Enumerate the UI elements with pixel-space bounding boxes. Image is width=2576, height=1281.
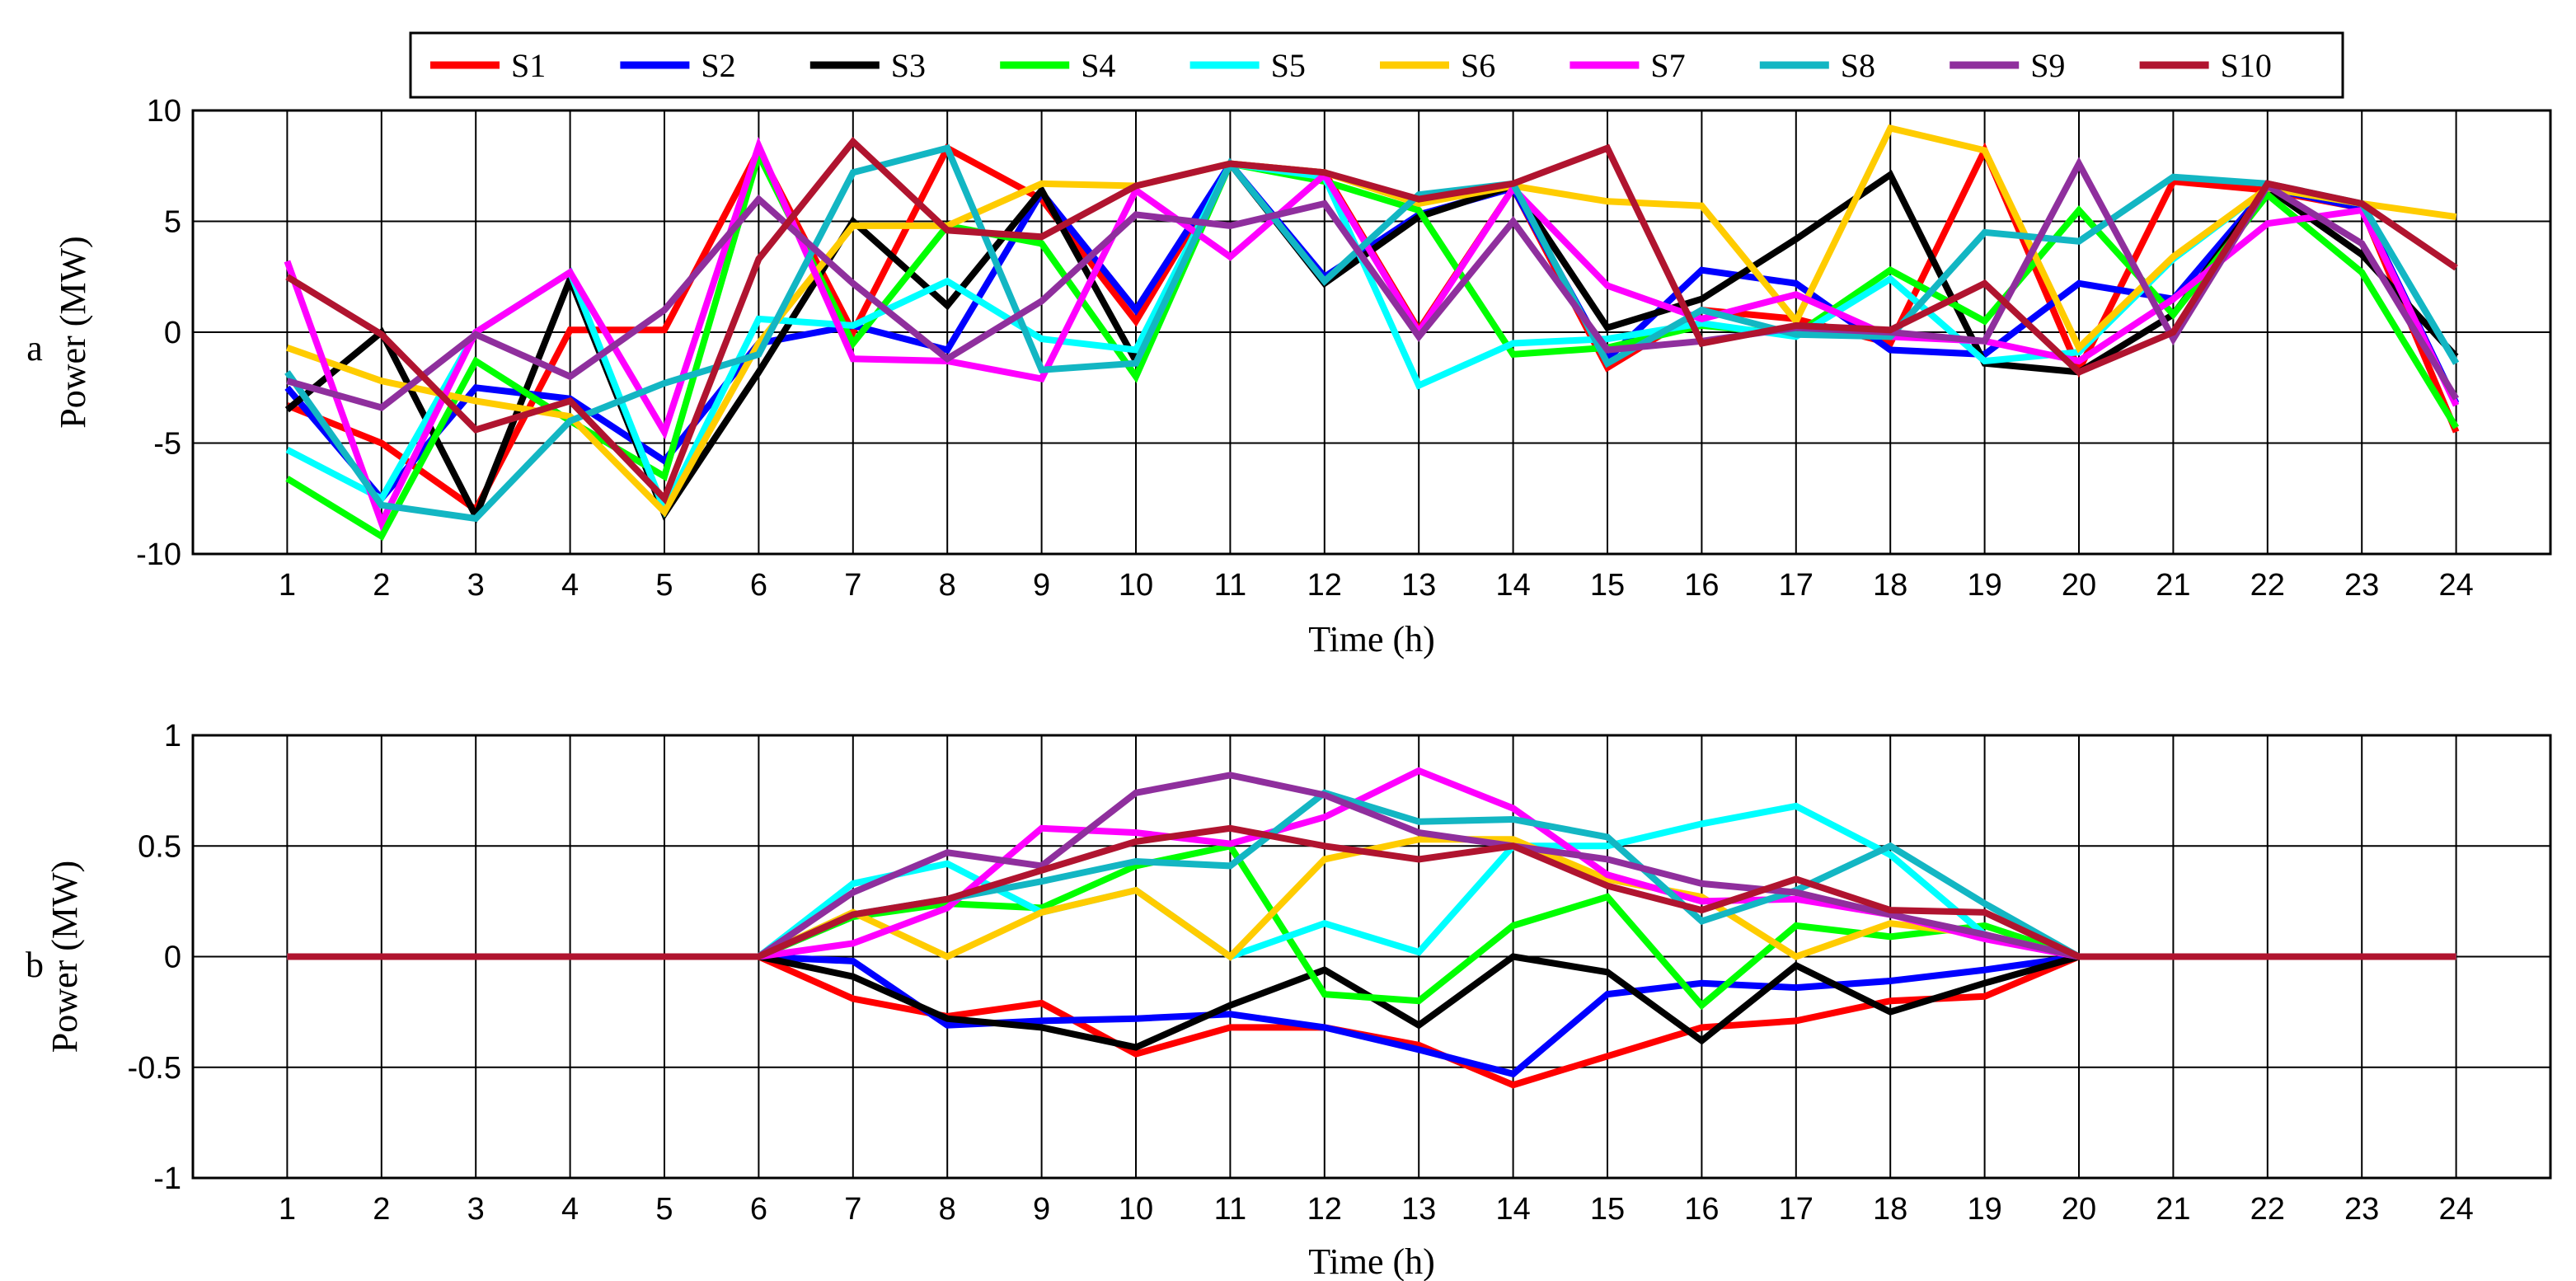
x-tick-label: 6: [750, 568, 767, 603]
x-tick-label: 13: [1401, 568, 1436, 603]
x-tick-label: 7: [844, 1192, 861, 1227]
y-tick-label: -5: [153, 427, 181, 462]
x-tick-label: 13: [1401, 1192, 1436, 1227]
x-tick-label: 9: [1033, 568, 1050, 603]
x-tick-label: 19: [1967, 1192, 2001, 1227]
y-axis-label: Power (MW): [53, 236, 93, 428]
x-tick-label: 4: [561, 1192, 579, 1227]
series-line-s7: [284, 136, 2460, 532]
legend-label-s1: S1: [511, 47, 546, 84]
x-tick-label: 14: [1495, 1192, 1530, 1227]
y-tick-label: 0.5: [138, 829, 181, 864]
x-tick-label: 8: [939, 1192, 956, 1227]
x-tick-label: 10: [1119, 1192, 1153, 1227]
x-tick-label: 18: [1873, 1192, 1907, 1227]
series-line-s9: [287, 772, 2456, 960]
series-line-s10: [285, 136, 2458, 505]
x-tick-label: 2: [373, 568, 390, 603]
x-tick-label: 3: [467, 1192, 485, 1227]
panel-label: b: [26, 945, 44, 985]
y-tick-label: 1: [164, 719, 181, 753]
x-tick-label: 15: [1590, 1192, 1625, 1227]
x-tick-label: 20: [2062, 568, 2096, 603]
x-tick-label: 20: [2062, 1192, 2096, 1227]
legend-label-s3: S3: [891, 47, 926, 84]
x-tick-label: 16: [1684, 1192, 1719, 1227]
x-tick-label: 19: [1967, 568, 2001, 603]
x-tick-label: 14: [1495, 568, 1530, 603]
plot-frame: [191, 109, 2552, 556]
x-tick-label: 6: [750, 1192, 767, 1227]
x-tick-label: 16: [1684, 568, 1719, 603]
x-tick-label: 12: [1307, 1192, 1342, 1227]
x-tick-label: 11: [1214, 1192, 1246, 1227]
series-line-s7: [287, 767, 2456, 960]
x-tick-label: 7: [844, 568, 861, 603]
x-tick-label: 8: [939, 568, 956, 603]
y-tick-label: -10: [136, 537, 181, 572]
y-tick-label: 5: [164, 205, 181, 240]
panel-a: 1 2 3 4 5 6 7 8 9 10 11 12 13 14 15 16 17 18 19 20 21 22 23 24-…: [26, 94, 2552, 659]
y-tick-label: -1: [153, 1161, 181, 1196]
plot-frame: [191, 734, 2552, 1180]
y-tick-label: 0: [164, 941, 181, 975]
y-axis-label: Power (MW): [45, 861, 85, 1053]
x-tick-label: 11: [1214, 568, 1246, 603]
legend-label-s4: S4: [1081, 47, 1115, 84]
x-tick-label: 3: [467, 568, 485, 603]
legend-label-s8: S8: [1841, 47, 1875, 84]
x-tick-label: 1: [279, 568, 296, 603]
legend-label-s5: S5: [1271, 47, 1306, 84]
x-tick-label: 17: [1779, 1192, 1814, 1227]
legend: S1 S2 S3 S4 S5 S6 S7 S8 S9 S10: [409, 31, 2344, 99]
x-tick-label: 9: [1033, 1192, 1050, 1227]
x-tick-label: 21: [2156, 568, 2190, 603]
y-tick-label: 10: [147, 94, 181, 129]
series-line-s10: [287, 824, 2456, 960]
x-axis-label: Time (h): [1308, 1241, 1435, 1281]
legend-label-s2: S2: [701, 47, 735, 84]
x-tick-label: 5: [655, 1192, 673, 1227]
x-tick-label: 12: [1307, 568, 1342, 603]
x-tick-label: 23: [2344, 568, 2379, 603]
legend-label-s7: S7: [1650, 47, 1685, 84]
x-tick-label: 4: [561, 568, 579, 603]
legend-box: [409, 31, 2344, 99]
series-line-s5: [287, 802, 2456, 960]
series-line-s2: [284, 157, 2460, 504]
x-tick-label: 18: [1873, 568, 1907, 603]
x-tick-label: 24: [2438, 568, 2473, 603]
x-tick-label: 24: [2438, 1192, 2473, 1227]
legend-label-s6: S6: [1461, 47, 1495, 84]
x-tick-label: 10: [1119, 568, 1153, 603]
x-tick-label: 22: [2250, 1192, 2285, 1227]
panel-label: a: [26, 328, 43, 368]
y-tick-label: -0.5: [128, 1051, 181, 1086]
series-line-s9: [286, 157, 2460, 411]
x-tick-label: 23: [2344, 1192, 2379, 1227]
x-axis-label: Time (h): [1308, 619, 1435, 659]
y-tick-label: 0: [164, 316, 181, 350]
series-line-s8: [284, 143, 2460, 523]
x-tick-label: 21: [2156, 1192, 2190, 1227]
x-tick-label: 17: [1779, 568, 1814, 603]
legend-label-s9: S9: [2030, 47, 2065, 84]
series-line-s4: [287, 842, 2456, 1011]
panel-b: 1 2 3 4 5 6 7 8 9 10 11 12 13 14 15 16 17 18 19 20 21 22 23 24-…: [26, 719, 2552, 1281]
legend-label-s10: S10: [2221, 47, 2272, 84]
x-tick-label: 2: [373, 1192, 390, 1227]
x-tick-label: 22: [2250, 568, 2285, 603]
x-tick-label: 15: [1590, 568, 1625, 603]
series-line-s2: [287, 953, 2456, 1078]
x-tick-label: 1: [279, 1192, 296, 1227]
x-tick-label: 5: [655, 568, 673, 603]
series-line-s1: [287, 953, 2456, 1089]
